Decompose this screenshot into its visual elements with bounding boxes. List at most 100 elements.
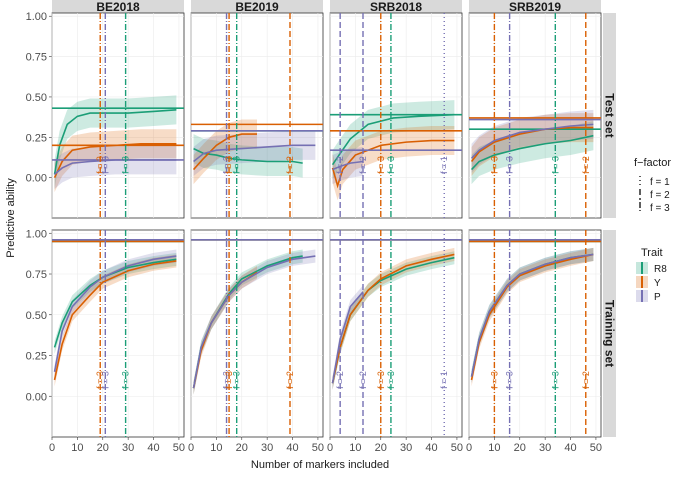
- panel-background: [51, 12, 185, 219]
- x-tick-label: 0: [466, 442, 472, 454]
- panel-srb2019-test-set: f = 3 f = 3 f = 3 f = 2: [468, 12, 602, 219]
- ci-band-y: [471, 247, 594, 387]
- strip-col-srb2019: SRB2019: [509, 0, 561, 14]
- ci-band-p: [471, 109, 594, 173]
- ci-band-p: [54, 145, 177, 189]
- ci-band-p: [193, 249, 316, 395]
- chart-panels: BE2018 BE2019 SRB2018 SRB2019 Test set Traini…: [26, 0, 617, 454]
- f-vline-label: f = 3: [376, 156, 386, 174]
- y-tick-label: 0.50: [26, 92, 47, 104]
- f-vline-label: f = 3: [489, 371, 499, 389]
- y-tick-label: 0.50: [26, 310, 47, 322]
- strip-col-be2019: BE2019: [235, 0, 279, 14]
- strip-col-srb2018-bg: [330, 0, 462, 13]
- legend-trait-label: R8: [654, 264, 667, 275]
- strip-row-1-bg: [603, 230, 616, 437]
- y-tick-label: 0.25: [26, 132, 47, 144]
- legend-trait: Trait R8 YP: [636, 247, 667, 303]
- f-vline-label: f = 3: [222, 371, 232, 389]
- x-tick-label: 40: [564, 442, 576, 454]
- strip-row-test-set: Test set: [603, 93, 617, 137]
- x-tick-label: 10: [349, 442, 361, 454]
- x-tick-label: 40: [425, 442, 437, 454]
- ci-band-y: [54, 254, 177, 387]
- x-tick-label: 30: [261, 442, 273, 454]
- strip-col-be2019-bg: [191, 0, 323, 13]
- x-tick-label: 10: [488, 442, 500, 454]
- ci-band-y: [332, 247, 455, 390]
- f-vline-label: f = 3: [95, 371, 105, 389]
- strip-row-0-bg: [603, 13, 616, 218]
- series-line-r8: [470, 134, 594, 171]
- strip-col-srb2018: SRB2018: [370, 0, 422, 14]
- f-vline-label: f = 3: [505, 371, 515, 389]
- panel-background: [468, 229, 602, 438]
- f-vline-label: f = 2: [285, 156, 295, 174]
- ci-band-y: [193, 119, 257, 185]
- ci-band-r8: [193, 134, 303, 178]
- ci-band-p: [193, 130, 316, 177]
- y-tick-label: 0.25: [26, 351, 47, 363]
- series-line-p: [331, 291, 364, 384]
- x-tick-label: 20: [236, 442, 248, 454]
- f-vline-label: f = 3: [550, 156, 560, 174]
- f-vline-label: f = 3: [95, 156, 105, 174]
- y-tick-label: 0.00: [26, 173, 47, 185]
- f-vline-label: f = 3: [550, 371, 560, 389]
- f-vline-label: f = 2: [581, 371, 591, 389]
- f-vline-label: f = 2: [335, 156, 345, 174]
- series-line-p: [470, 123, 594, 159]
- series-line-y: [53, 260, 177, 381]
- f-vline-label: f = 2: [581, 156, 591, 174]
- x-tick-label: 0: [188, 442, 194, 454]
- f-vline-label: f = 3: [100, 371, 110, 389]
- panel-background: [190, 12, 324, 219]
- y-axis-title: Predictive ability: [5, 178, 17, 258]
- x-tick-label: 50: [451, 442, 463, 454]
- ci-band-r8: [471, 247, 594, 384]
- y-tick-label: 0.75: [26, 269, 47, 281]
- y-tick-label: 0.00: [26, 391, 47, 403]
- f-vline-label: f = 2: [335, 371, 345, 389]
- f-vline-label: f = 1: [439, 371, 449, 389]
- x-tick-label: 30: [400, 442, 412, 454]
- series-line-p: [470, 253, 594, 377]
- panel-srb2019-training-set: f = 3 f = 3 f = 3 f = 2: [468, 229, 602, 438]
- x-tick-label: 50: [173, 442, 185, 454]
- x-tick-label: 30: [539, 442, 551, 454]
- f-vline-label: f = 3: [232, 371, 242, 389]
- legend-trait-title: Trait: [641, 247, 663, 259]
- series-line-p: [193, 144, 316, 163]
- f-vline-label: f = 2: [358, 371, 368, 389]
- series-line-y: [53, 142, 177, 178]
- f-vline-label: f = 3: [489, 156, 499, 174]
- series-line-y: [331, 253, 455, 384]
- legend-ffactor-label: f = 3: [650, 203, 670, 214]
- legend-trait-label: Y: [654, 278, 661, 289]
- legend-ffactor-label: f = 2: [650, 190, 670, 201]
- y-tick-label: 1.00: [26, 228, 47, 240]
- x-tick-label: 50: [312, 442, 324, 454]
- f-vline-label: f = 3: [386, 371, 396, 389]
- strip-col-srb2019-bg: [469, 0, 601, 13]
- f-vline-label: f = 3: [224, 156, 234, 174]
- ci-band-r8: [471, 121, 594, 185]
- f-vline-label: f = 2: [358, 156, 368, 174]
- series-line-r8: [53, 109, 177, 175]
- x-tick-label: 0: [327, 442, 333, 454]
- f-vline-label: f = 3: [100, 156, 110, 174]
- series-line-p: [332, 160, 364, 171]
- y-tick-label: 0.75: [26, 52, 47, 64]
- f-vline-label: f = 3: [121, 156, 131, 174]
- x-tick-label: 20: [514, 442, 526, 454]
- f-vline-label: f = 3: [232, 156, 242, 174]
- ci-band-r8: [54, 95, 177, 189]
- ci-band-p: [471, 247, 594, 384]
- ci-band-r8: [332, 251, 455, 390]
- strip-col-be2018: BE2018: [96, 0, 140, 14]
